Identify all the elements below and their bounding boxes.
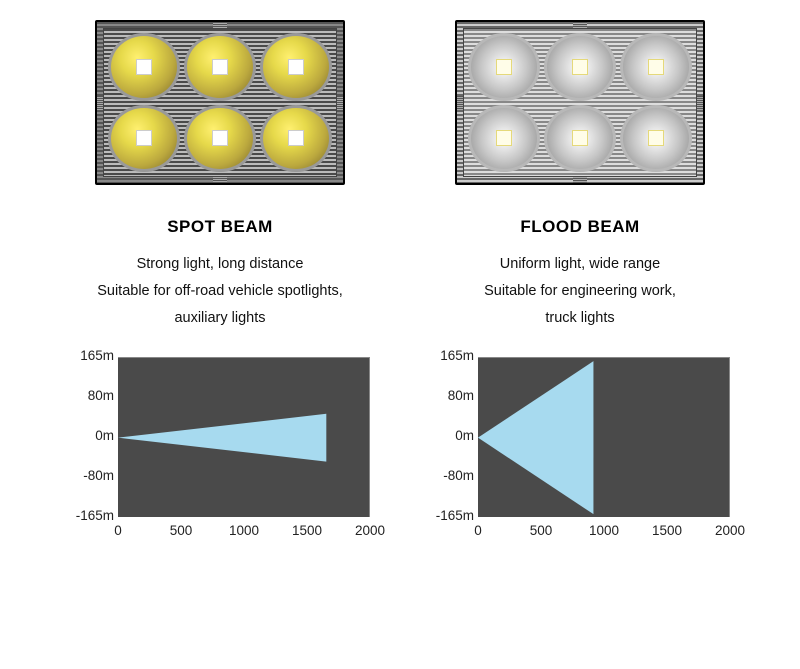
flood-text-block: FLOOD BEAM Uniform light, wide range Sui… [484, 217, 676, 331]
y-axis-label: 0m [70, 428, 114, 443]
y-axis-label: 165m [70, 348, 114, 363]
beam-shape [478, 358, 729, 517]
modules-row: SPOT BEAM Strong light, long distance Su… [60, 20, 740, 557]
y-axis-label: 165m [430, 348, 474, 363]
x-axis-label: 1000 [229, 523, 259, 538]
y-axis-label: 0m [430, 428, 474, 443]
comparison-root: SPOT BEAM Strong light, long distance Su… [0, 0, 800, 557]
x-axis-label: 0 [114, 523, 122, 538]
beam-shape [118, 358, 369, 517]
flood-beam-chart: 165m80m0m-80m-165m0500100015002000 [430, 357, 730, 557]
x-axis-label: 2000 [715, 523, 745, 538]
x-axis-label: 500 [530, 523, 553, 538]
spot-column: SPOT BEAM Strong light, long distance Su… [60, 20, 380, 557]
spot-title: SPOT BEAM [97, 217, 343, 237]
x-axis-label: 1000 [589, 523, 619, 538]
flood-title: FLOOD BEAM [484, 217, 676, 237]
spot-description: Strong light, long distance Suitable for… [97, 251, 343, 331]
spot-led-module-image [95, 20, 345, 185]
y-axis-label: 80m [430, 388, 474, 403]
spot-text-block: SPOT BEAM Strong light, long distance Su… [97, 217, 343, 331]
spot-beam-chart: 165m80m0m-80m-165m0500100015002000 [70, 357, 370, 557]
y-axis-label: -165m [70, 508, 114, 523]
y-axis-label: -80m [430, 468, 474, 483]
y-axis-label: -165m [430, 508, 474, 523]
x-axis-label: 0 [474, 523, 482, 538]
y-axis-label: -80m [70, 468, 114, 483]
flood-led-module-image [455, 20, 705, 185]
chart-plot-area [478, 357, 730, 517]
x-axis-label: 1500 [652, 523, 682, 538]
chart-plot-area [118, 357, 370, 517]
x-axis-label: 2000 [355, 523, 385, 538]
flood-description: Uniform light, wide range Suitable for e… [484, 251, 676, 331]
x-axis-label: 1500 [292, 523, 322, 538]
flood-column: FLOOD BEAM Uniform light, wide range Sui… [420, 20, 740, 557]
x-axis-label: 500 [170, 523, 193, 538]
y-axis-label: 80m [70, 388, 114, 403]
